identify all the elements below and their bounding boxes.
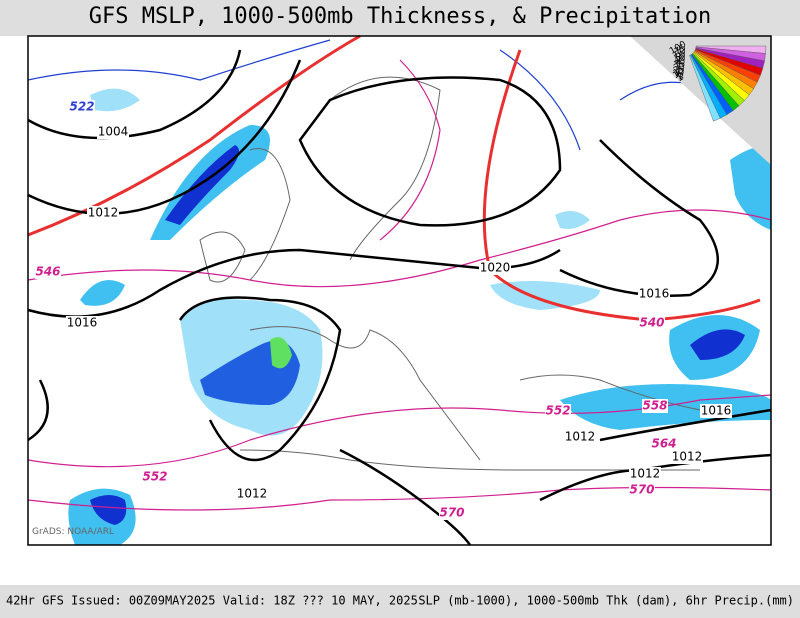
label-bg [545,404,571,418]
thickness-label: 522 [69,100,94,114]
thickness-label: 546 [35,265,60,279]
map-frame [27,35,772,546]
map-title: GFS MSLP, 1000-500mb Thickness, & Precip… [89,4,712,29]
footer-band [0,585,800,618]
label-bg [236,487,268,501]
label-bg [35,265,61,279]
pressure-label: 1016 [639,287,670,301]
thickness-label: 552 [545,404,570,418]
pressure-label: 1012 [88,206,119,220]
label-bg [439,506,465,520]
legend-label: 1 [675,73,685,85]
pressure-label: 1012 [565,430,596,444]
issued-text: 42Hr GFS Issued: 00Z09MAY2025 Valid: 18Z… [6,594,418,608]
legend-label: 5 [676,69,686,81]
pressure-label: 1012 [630,467,661,481]
thickness-label: 552 [142,470,167,484]
label-bg [651,437,677,451]
thickness-label: 558 [642,399,667,413]
label-bg [639,316,665,330]
label-bg [87,206,119,220]
label-bg [564,430,596,444]
thickness-label: 570 [629,483,654,497]
units-text: SLP (mb-1000), 1000-500mb Thk (dam), 6hr… [418,594,794,608]
thickness-label: 540 [639,316,664,330]
label-bg [642,399,668,413]
pressure-label: 1012 [672,450,703,464]
label-bg [142,470,168,484]
label-bg [97,125,129,139]
legend-label: 15 [672,64,687,78]
pressure-label: 1004 [98,125,129,139]
label-bg [479,261,511,275]
legend-label: 25 [672,59,687,73]
label-bg [69,100,95,114]
label-bg [700,404,732,418]
label-bg [66,316,98,330]
legend-swatch [689,54,721,122]
thickness-label: 564 [651,437,676,451]
title-band [0,0,800,36]
credit: GrADS: NOAA/ARL [32,527,114,537]
label-bg [671,450,703,464]
pressure-label: 1016 [67,316,98,330]
label-bg [638,287,670,301]
legend-label: 2 [676,71,686,83]
thickness-label: 570 [439,506,464,520]
pressure-label: 1016 [701,404,732,418]
pressure-label: 1020 [480,261,511,275]
pressure-label: 1012 [237,487,268,501]
label-bg [629,483,655,497]
label-bg [629,467,661,481]
legend-label: 75 [673,43,688,57]
coastlines [199,76,701,471]
